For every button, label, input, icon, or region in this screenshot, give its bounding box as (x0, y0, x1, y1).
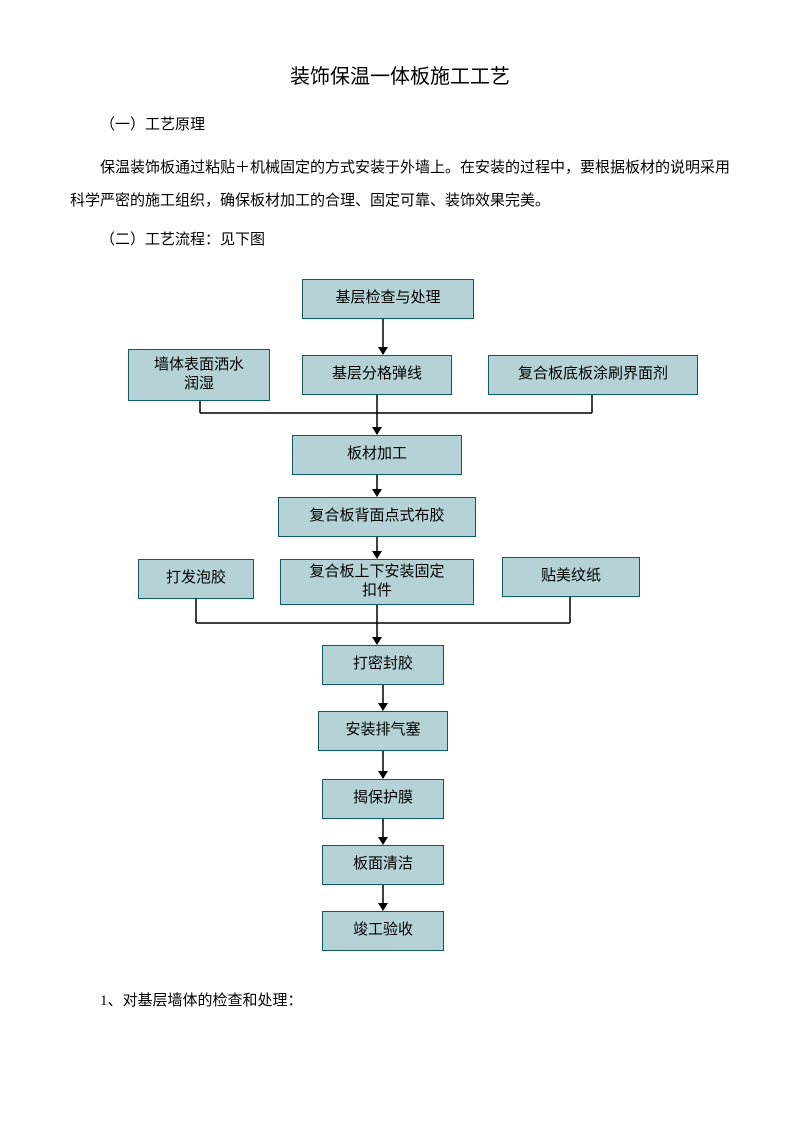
flowchart: 基层检查与处理墙体表面洒水 润湿 基层分格弹线 复合板底板涂刷界面剂板材加工复合板背… (70, 279, 730, 959)
flow-node-n10: 竣工验收 (322, 911, 444, 951)
flow-node-n5b: 复合板上下安装固定 扣件 (280, 559, 474, 605)
footer-line: 1、对基层墙体的检查和处理： (70, 989, 730, 1010)
flow-node-label: 揭保护膜 (353, 789, 413, 809)
flow-node-label: 安装排气塞 (345, 721, 420, 741)
flow-node-label: 贴美纹纸 (541, 567, 601, 587)
flow-node-n5c: 贴美纹纸 (502, 557, 640, 597)
flow-node-n8: 揭保护膜 (322, 779, 444, 819)
flow-node-n7: 安装排气塞 (318, 711, 448, 751)
flow-node-label: 板材加工 (347, 445, 407, 465)
section-1-body: 保温装饰板通过粘贴＋机械固定的方式安装于外墙上。在安装的过程中，要根据板材的说明… (70, 152, 730, 218)
flow-node-n9: 板面清洁 (322, 845, 444, 885)
flow-node-n2c: 复合板底板涂刷界面剂 (488, 355, 698, 395)
flow-node-n2b: 基层分格弹线 (302, 355, 452, 395)
flow-node-label: 复合板底板涂刷界面剂 (518, 365, 668, 385)
flow-node-n5a: 打发泡胶 (138, 559, 254, 599)
flow-node-n3: 板材加工 (292, 435, 462, 475)
page-title: 装饰保温一体板施工工艺 (70, 60, 730, 89)
flow-node-label: 竣工验收 (353, 921, 413, 941)
section-1-heading: （一）工艺原理 (70, 113, 730, 134)
flow-node-n2a: 墙体表面洒水 润湿 (128, 349, 270, 401)
flow-node-label: 打密封胶 (353, 655, 413, 675)
flow-node-n4: 复合板背面点式布胶 (278, 497, 476, 537)
flow-node-label: 复合板背面点式布胶 (309, 507, 444, 527)
flow-node-label: 基层分格弹线 (332, 365, 422, 385)
flow-node-n6: 打密封胶 (322, 645, 444, 685)
flow-node-label: 基层检查与处理 (335, 289, 440, 309)
flow-node-label: 墙体表面洒水 润湿 (154, 356, 244, 395)
flow-node-label: 复合板上下安装固定 扣件 (309, 563, 444, 602)
section-2-heading: （二）工艺流程：见下图 (70, 228, 730, 249)
flow-node-n1: 基层检查与处理 (302, 279, 474, 319)
flow-node-label: 打发泡胶 (166, 569, 226, 589)
flow-node-label: 板面清洁 (353, 855, 413, 875)
